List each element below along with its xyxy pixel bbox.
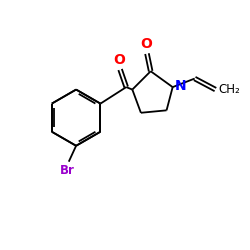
Text: O: O [140, 37, 152, 51]
Text: Br: Br [60, 164, 74, 176]
Text: CH₂: CH₂ [218, 83, 240, 96]
Text: O: O [113, 53, 125, 67]
Text: N: N [174, 79, 186, 93]
